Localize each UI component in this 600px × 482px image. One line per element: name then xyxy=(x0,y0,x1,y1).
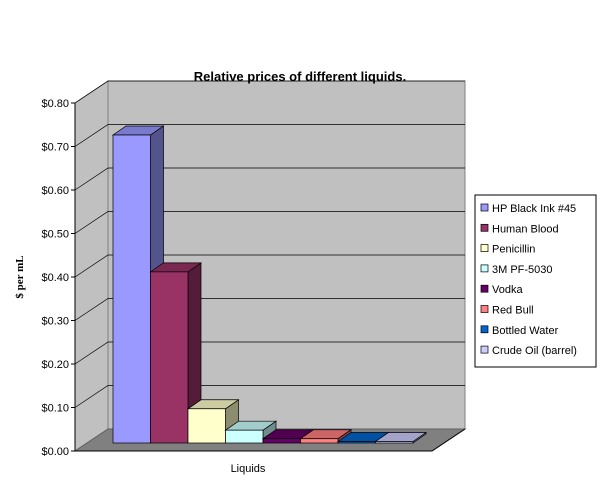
bar xyxy=(300,438,339,444)
legend-label: Penicillin xyxy=(492,244,535,256)
legend-swatch xyxy=(480,223,489,232)
y-axis-label: $ per mL xyxy=(14,255,26,298)
gridline xyxy=(74,124,465,147)
bar xyxy=(375,441,414,444)
y-tick-label: $0.20 xyxy=(41,359,69,371)
bar xyxy=(337,441,376,444)
legend-label: 3M PF-5030 xyxy=(492,264,553,276)
bar xyxy=(262,438,301,444)
floor-edge xyxy=(431,428,466,452)
legend-swatch xyxy=(480,325,489,334)
y-tick-label: $0.60 xyxy=(41,185,69,197)
legend xyxy=(474,194,597,368)
legend-label: Bottled Water xyxy=(492,325,559,337)
x-axis-label: Liquids xyxy=(231,463,266,475)
legend-swatch xyxy=(480,244,489,252)
bar xyxy=(187,408,226,444)
bar xyxy=(225,429,264,444)
gridline xyxy=(74,254,465,278)
legend-swatch xyxy=(480,345,489,354)
gridline xyxy=(74,341,465,365)
bar xyxy=(112,134,151,444)
legend-label: HP Black Ink #45 xyxy=(492,203,576,215)
legend-swatch xyxy=(480,305,489,313)
y-tick-label: $0.70 xyxy=(41,142,69,154)
legend-swatch xyxy=(480,203,489,212)
y-tick-label: $0.10 xyxy=(41,403,69,415)
chart-title: Relative prices of different liquids. xyxy=(194,69,406,84)
legend-swatch xyxy=(480,264,489,273)
y-tick-label: $0.30 xyxy=(41,316,69,328)
bar xyxy=(150,271,189,444)
legend-label: Crude Oil (barrel) xyxy=(492,345,577,357)
legend-label: Vodka xyxy=(492,284,523,296)
y-tick-label: $0.40 xyxy=(41,272,69,284)
y-tick-label: $0.80 xyxy=(41,98,69,110)
gridline xyxy=(74,385,465,408)
gridline xyxy=(74,167,465,191)
gridline xyxy=(74,298,465,321)
y-tick-label: $0.00 xyxy=(41,446,69,458)
gridline xyxy=(74,211,465,234)
legend-label: Red Bull xyxy=(492,305,534,317)
gridline xyxy=(74,80,465,104)
y-tick-label: $0.50 xyxy=(41,229,69,241)
legend-swatch xyxy=(480,284,489,293)
legend-label: Human Blood xyxy=(492,223,559,235)
